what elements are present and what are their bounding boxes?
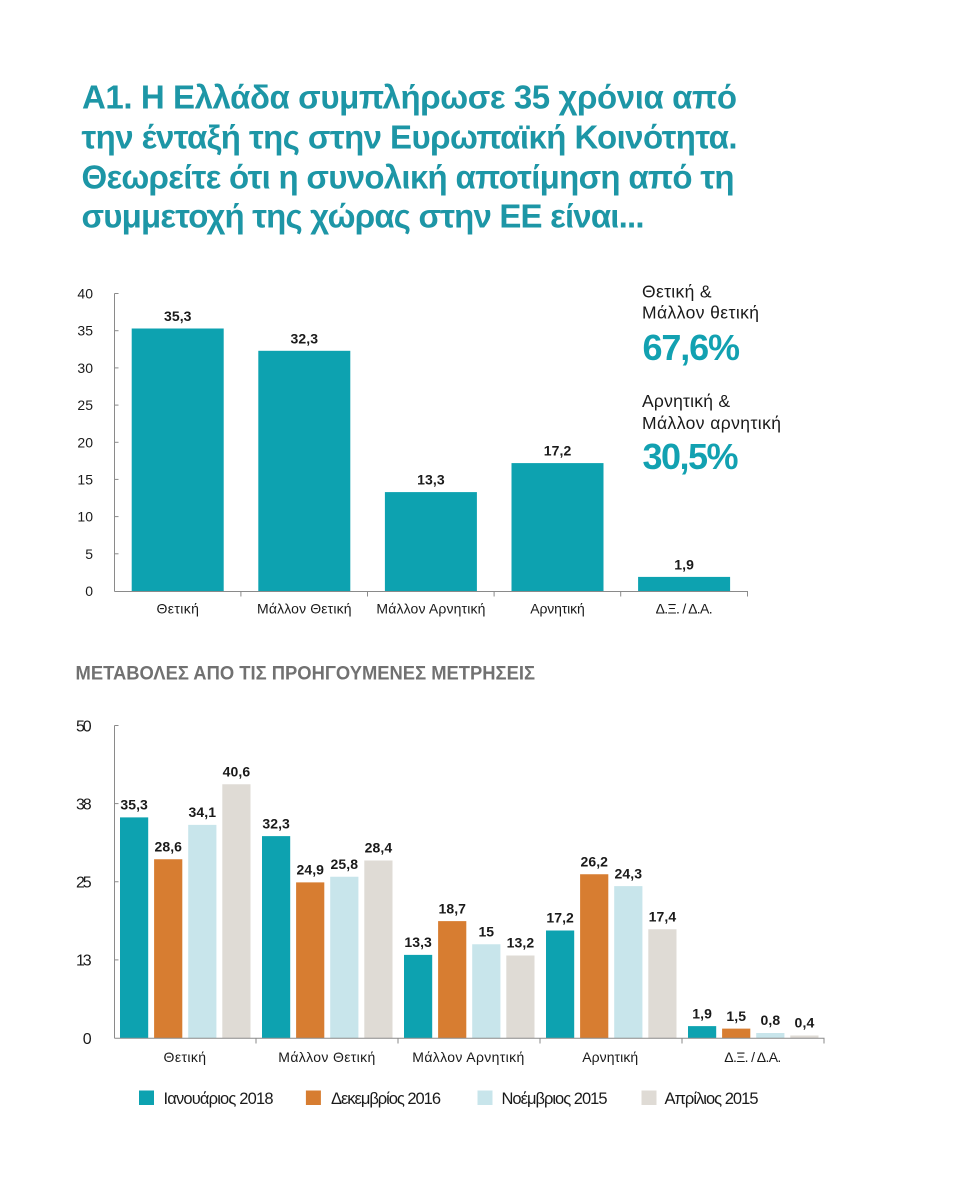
svg-text:Απρίλιος 2015: Απρίλιος 2015: [665, 1090, 759, 1108]
svg-text:Δ.Ξ. / Δ.Α.: Δ.Ξ. / Δ.Α.: [724, 1049, 781, 1065]
svg-text:30,5%: 30,5%: [643, 436, 739, 477]
svg-text:15: 15: [479, 924, 495, 940]
svg-text:25,8: 25,8: [331, 856, 359, 872]
svg-text:17,2: 17,2: [544, 443, 572, 459]
svg-text:Μάλλον θετική: Μάλλον θετική: [642, 303, 759, 323]
svg-text:A1. Η Ελλάδα συμπλήρωσε 35 χρό: A1. Η Ελλάδα συμπλήρωσε 35 χρόνια από: [82, 79, 737, 116]
svg-text:32,3: 32,3: [291, 330, 319, 346]
svg-text:35,3: 35,3: [120, 797, 148, 813]
svg-text:1,9: 1,9: [674, 556, 694, 572]
svg-text:Δ.Ξ. / Δ.Α.: Δ.Ξ. / Δ.Α.: [656, 601, 713, 617]
svg-text:1,5: 1,5: [726, 1008, 746, 1024]
svg-text:13,3: 13,3: [417, 472, 445, 488]
svg-text:Θετική: Θετική: [156, 601, 199, 617]
svg-text:35: 35: [77, 323, 93, 339]
svg-text:0,4: 0,4: [795, 1015, 815, 1031]
svg-text:συμμετοχή της χώρας στην ΕΕ εί: συμμετοχή της χώρας στην ΕΕ είναι...: [82, 197, 645, 234]
svg-text:25: 25: [76, 875, 92, 892]
svg-text:την ένταξή της στην Ευρωπαϊκή: την ένταξή της στην Ευρωπαϊκή Κοινότητα.: [82, 119, 738, 156]
svg-text:17,2: 17,2: [546, 910, 574, 926]
svg-text:5: 5: [85, 546, 93, 562]
svg-text:Μάλλον Αρνητική: Μάλλον Αρνητική: [412, 1049, 524, 1065]
svg-text:Θετική: Θετική: [164, 1049, 207, 1065]
svg-text:Αρνητική: Αρνητική: [530, 601, 585, 617]
svg-text:13: 13: [76, 953, 92, 970]
svg-text:40,6: 40,6: [223, 764, 251, 780]
svg-text:1,9: 1,9: [692, 1005, 712, 1021]
svg-text:Θεωρείτε ότι η συνολική αποτίμ: Θεωρείτε ότι η συνολική αποτίμηση από τη: [82, 159, 735, 196]
svg-text:Δεκεμβρίος 2016: Δεκεμβρίος 2016: [331, 1090, 441, 1108]
svg-text:34,1: 34,1: [189, 804, 217, 820]
svg-text:40: 40: [77, 286, 93, 302]
svg-text:15: 15: [77, 471, 93, 487]
svg-text:28,4: 28,4: [365, 840, 393, 856]
svg-text:Μάλλον Αρνητική: Μάλλον Αρνητική: [376, 601, 485, 617]
svg-text:Θετική &: Θετική &: [642, 282, 712, 302]
svg-text:Νοέμβριος 2015: Νοέμβριος 2015: [502, 1090, 608, 1108]
svg-text:20: 20: [77, 434, 93, 450]
svg-text:38: 38: [76, 796, 92, 813]
svg-text:35,3: 35,3: [164, 308, 192, 324]
svg-text:Ιανουάριος 2018: Ιανουάριος 2018: [164, 1090, 274, 1108]
svg-text:Μάλλον Θετική: Μάλλον Θετική: [278, 1049, 375, 1065]
svg-text:0,8: 0,8: [760, 1012, 780, 1028]
svg-text:25: 25: [77, 397, 93, 413]
svg-text:Μάλλον Θετική: Μάλλον Θετική: [257, 601, 352, 617]
svg-text:18,7: 18,7: [438, 900, 466, 916]
svg-text:24,9: 24,9: [296, 862, 324, 878]
svg-text:0: 0: [83, 1031, 92, 1048]
svg-text:Μάλλον αρνητική: Μάλλον αρνητική: [642, 413, 781, 433]
svg-text:ΜΕΤΑΒΟΛΕΣ ΑΠΟ ΤΙΣ ΠΡΟΗΓΟΥΜΕΝΕΣ: ΜΕΤΑΒΟΛΕΣ ΑΠΟ ΤΙΣ ΠΡΟΗΓΟΥΜΕΝΕΣ ΜΕΤΡΗΣΕΙΣ: [76, 663, 536, 685]
svg-text:50: 50: [76, 718, 92, 735]
svg-text:26,2: 26,2: [580, 854, 608, 870]
svg-text:Αρνητική &: Αρνητική &: [642, 391, 730, 411]
svg-text:0: 0: [85, 583, 93, 599]
svg-text:13,2: 13,2: [507, 935, 535, 951]
svg-text:30: 30: [77, 360, 93, 376]
svg-text:17,4: 17,4: [649, 909, 677, 925]
svg-text:28,6: 28,6: [154, 839, 182, 855]
svg-text:10: 10: [77, 509, 93, 525]
svg-text:32,3: 32,3: [262, 815, 290, 831]
svg-text:67,6%: 67,6%: [643, 327, 741, 368]
svg-text:13,3: 13,3: [404, 934, 432, 950]
svg-text:Αρνητική: Αρνητική: [582, 1049, 638, 1065]
svg-text:24,3: 24,3: [615, 865, 643, 881]
